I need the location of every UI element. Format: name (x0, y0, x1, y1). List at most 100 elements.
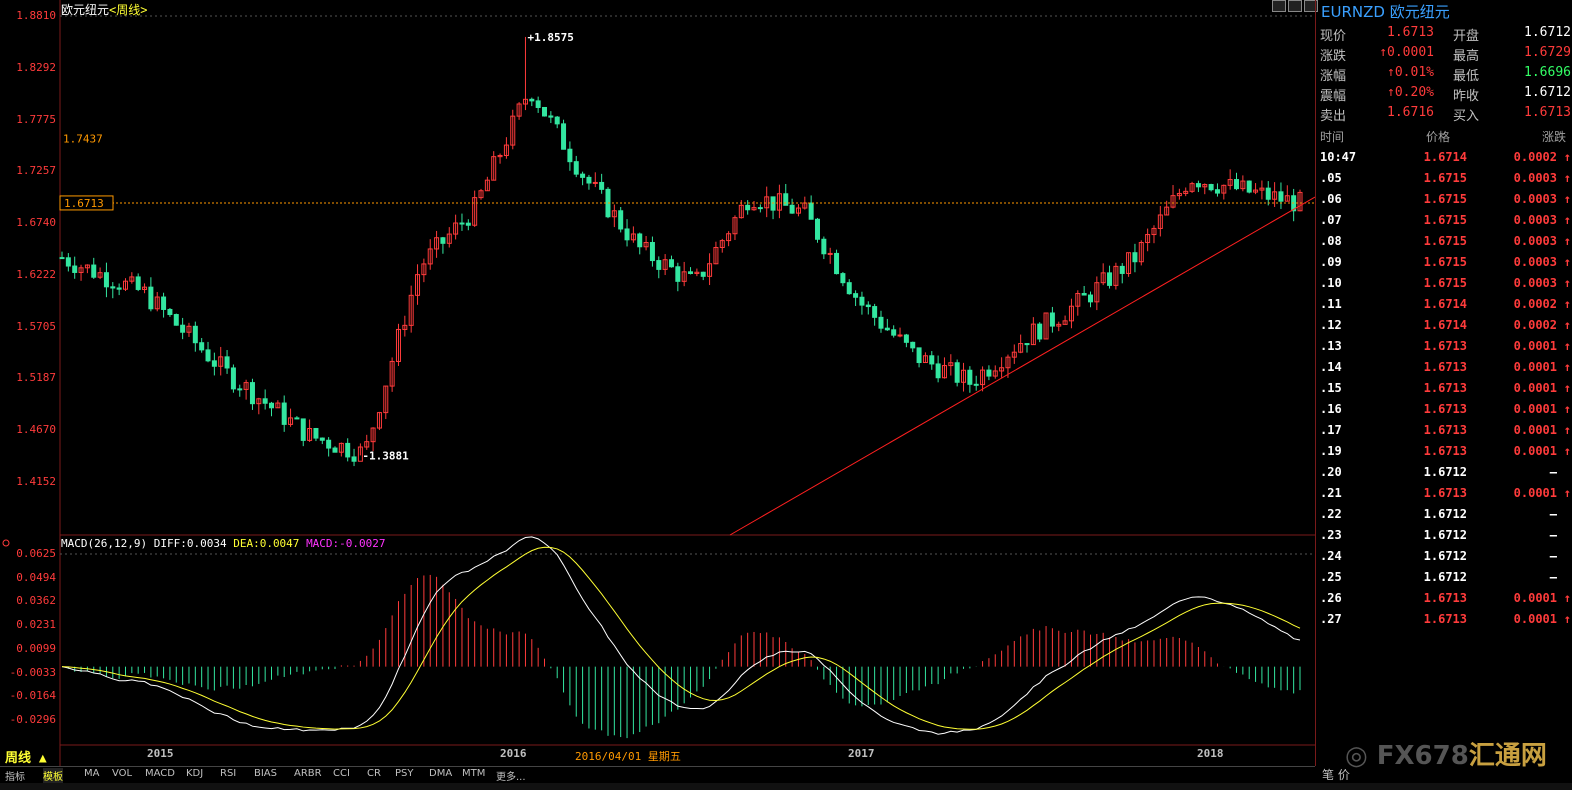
macd-value: MACD:-0.0027 (306, 537, 386, 550)
tick-row[interactable]: .12 1.6714 0.0002 ↑ (1316, 318, 1572, 339)
tick-row[interactable]: .06 1.6715 0.0003 ↑ (1316, 192, 1572, 213)
toolbar-item[interactable]: 指标 (5, 772, 25, 783)
tick-row[interactable]: .08 1.6715 0.0003 ↑ (1316, 234, 1572, 255)
candle-body (421, 263, 427, 276)
candle-body (237, 388, 243, 391)
tick-change: 0.0002 (1513, 318, 1557, 332)
candle-body (840, 273, 846, 284)
candle-body (59, 257, 65, 260)
toolbar-item[interactable]: 模板 (43, 768, 63, 783)
tick-row[interactable]: .19 1.6713 0.0001 ↑ (1316, 444, 1572, 465)
tick-row[interactable]: .21 1.6713 0.0001 ↑ (1316, 486, 1572, 507)
year-label: 2018 (1197, 747, 1224, 760)
candle-body (1087, 294, 1093, 303)
tick-row[interactable]: .22 1.6712 — (1316, 507, 1572, 528)
toolbar-item[interactable]: 更多... (496, 772, 526, 783)
quote-label: 卖出 (1320, 109, 1347, 124)
up-arrow-icon: ↑ (1563, 150, 1571, 164)
toolbar-item[interactable]: ARBR (294, 768, 322, 779)
candle-body (453, 222, 459, 235)
up-arrow-icon: ↑ (1563, 444, 1571, 458)
tick-row[interactable]: .24 1.6712 — (1316, 549, 1572, 570)
candle-body (1202, 184, 1208, 188)
candle-body (1024, 343, 1030, 346)
candle-body (1018, 343, 1024, 353)
candle-body (1214, 189, 1220, 194)
toolbar-item[interactable]: CR (367, 768, 381, 779)
chart-canvas[interactable]: +1.8575 -1.3881 1.6713 1.7437 (0, 0, 1315, 766)
candle-body (681, 271, 687, 282)
toolbar-item[interactable]: RSI (220, 768, 237, 779)
high-annotation: +1.8575 (527, 31, 573, 44)
candle-body (1049, 312, 1055, 327)
tick-row[interactable]: .14 1.6713 0.0001 ↑ (1316, 360, 1572, 381)
macd-tick-label: -0.0033 (9, 665, 56, 679)
maximize-icon[interactable] (1288, 0, 1302, 12)
candle-body (1208, 184, 1214, 191)
quote-value: ↑0.20% (1387, 85, 1434, 100)
toolbar-item[interactable]: DMA (429, 768, 453, 779)
candle-body (262, 398, 268, 404)
tick-time: .10 (1320, 276, 1342, 290)
toolbar-item[interactable]: MACD (145, 768, 175, 779)
period-selector[interactable]: 周线 ▲ (5, 751, 47, 766)
candle-body (1284, 195, 1290, 202)
candle-body (903, 334, 909, 343)
tick-change: 0.0001 (1513, 381, 1557, 395)
tick-row[interactable]: .17 1.6713 0.0001 ↑ (1316, 423, 1572, 444)
tick-row[interactable]: .07 1.6715 0.0003 ↑ (1316, 213, 1572, 234)
tick-change: 0.0002 (1513, 297, 1557, 311)
candle-body (97, 272, 103, 278)
toolbar-item[interactable]: PSY (395, 768, 414, 779)
tick-row[interactable]: .26 1.6713 0.0001 ↑ (1316, 591, 1572, 612)
candle-body (897, 334, 903, 337)
candle-body (624, 228, 630, 241)
low-annotation: -1.3881 (362, 449, 409, 462)
candle-body (434, 237, 440, 250)
restore-icon[interactable] (1272, 0, 1286, 12)
macd-tick-label: -0.0164 (9, 689, 56, 703)
toolbar-item[interactable]: MA (84, 768, 100, 779)
toolbar-item[interactable]: BIAS (254, 768, 277, 779)
candle-body (1011, 351, 1017, 358)
tick-row[interactable]: .27 1.6713 0.0001 ↑ (1316, 612, 1572, 633)
toolbar-item[interactable]: KDJ (186, 768, 204, 779)
tick-row[interactable]: .11 1.6714 0.0002 ↑ (1316, 297, 1572, 318)
candle-body (510, 115, 516, 146)
toolbar-item[interactable]: VOL (112, 768, 133, 779)
tick-row[interactable]: .10 1.6715 0.0003 ↑ (1316, 276, 1572, 297)
candle-body (1043, 312, 1049, 340)
tick-row[interactable]: .16 1.6713 0.0001 ↑ (1316, 402, 1572, 423)
tick-time: .08 (1320, 234, 1342, 248)
tick-row[interactable]: .15 1.6713 0.0001 ↑ (1316, 381, 1572, 402)
tick-row[interactable]: .05 1.6715 0.0003 ↑ (1316, 171, 1572, 192)
candle-body (814, 218, 820, 240)
tick-row[interactable]: .09 1.6715 0.0003 ↑ (1316, 255, 1572, 276)
candle-body (707, 263, 713, 277)
panel-bottom-tabs[interactable]: 笔 价 (1322, 768, 1350, 782)
candle-body (1183, 190, 1189, 194)
tick-row[interactable]: 10:47 1.6714 0.0002 ↑ (1316, 150, 1572, 171)
candle-body (726, 233, 732, 242)
candle-body (516, 103, 522, 117)
quote-label: 涨幅 (1320, 69, 1347, 84)
toolbar-item[interactable]: CCI (333, 768, 350, 779)
year-label: 2017 (848, 747, 875, 760)
tick-row[interactable]: .20 1.6712 — (1316, 465, 1572, 486)
quote-value: 1.6712 (1524, 85, 1571, 100)
tick-row[interactable]: .25 1.6712 — (1316, 570, 1572, 591)
tick-time: 10:47 (1320, 150, 1357, 164)
tick-row[interactable]: .23 1.6712 — (1316, 528, 1572, 549)
tick-row[interactable]: .13 1.6713 0.0001 ↑ (1316, 339, 1572, 360)
toolbar-item[interactable]: MTM (462, 768, 486, 779)
candle-body (1062, 320, 1068, 325)
candle-body (415, 274, 421, 296)
indicator-toolbar: 指标 模板 MA VOL MACD KDJ RSI BIAS ARBR CCI CR PSY DMA MT… (0, 766, 1315, 783)
candle-body (294, 417, 300, 420)
candle-body (376, 412, 382, 429)
price-tick-label: 1.8810 (16, 9, 56, 22)
candle-body (497, 154, 503, 158)
candle-body (230, 367, 236, 390)
candle-body (1189, 183, 1195, 192)
close-icon[interactable] (1304, 0, 1318, 12)
